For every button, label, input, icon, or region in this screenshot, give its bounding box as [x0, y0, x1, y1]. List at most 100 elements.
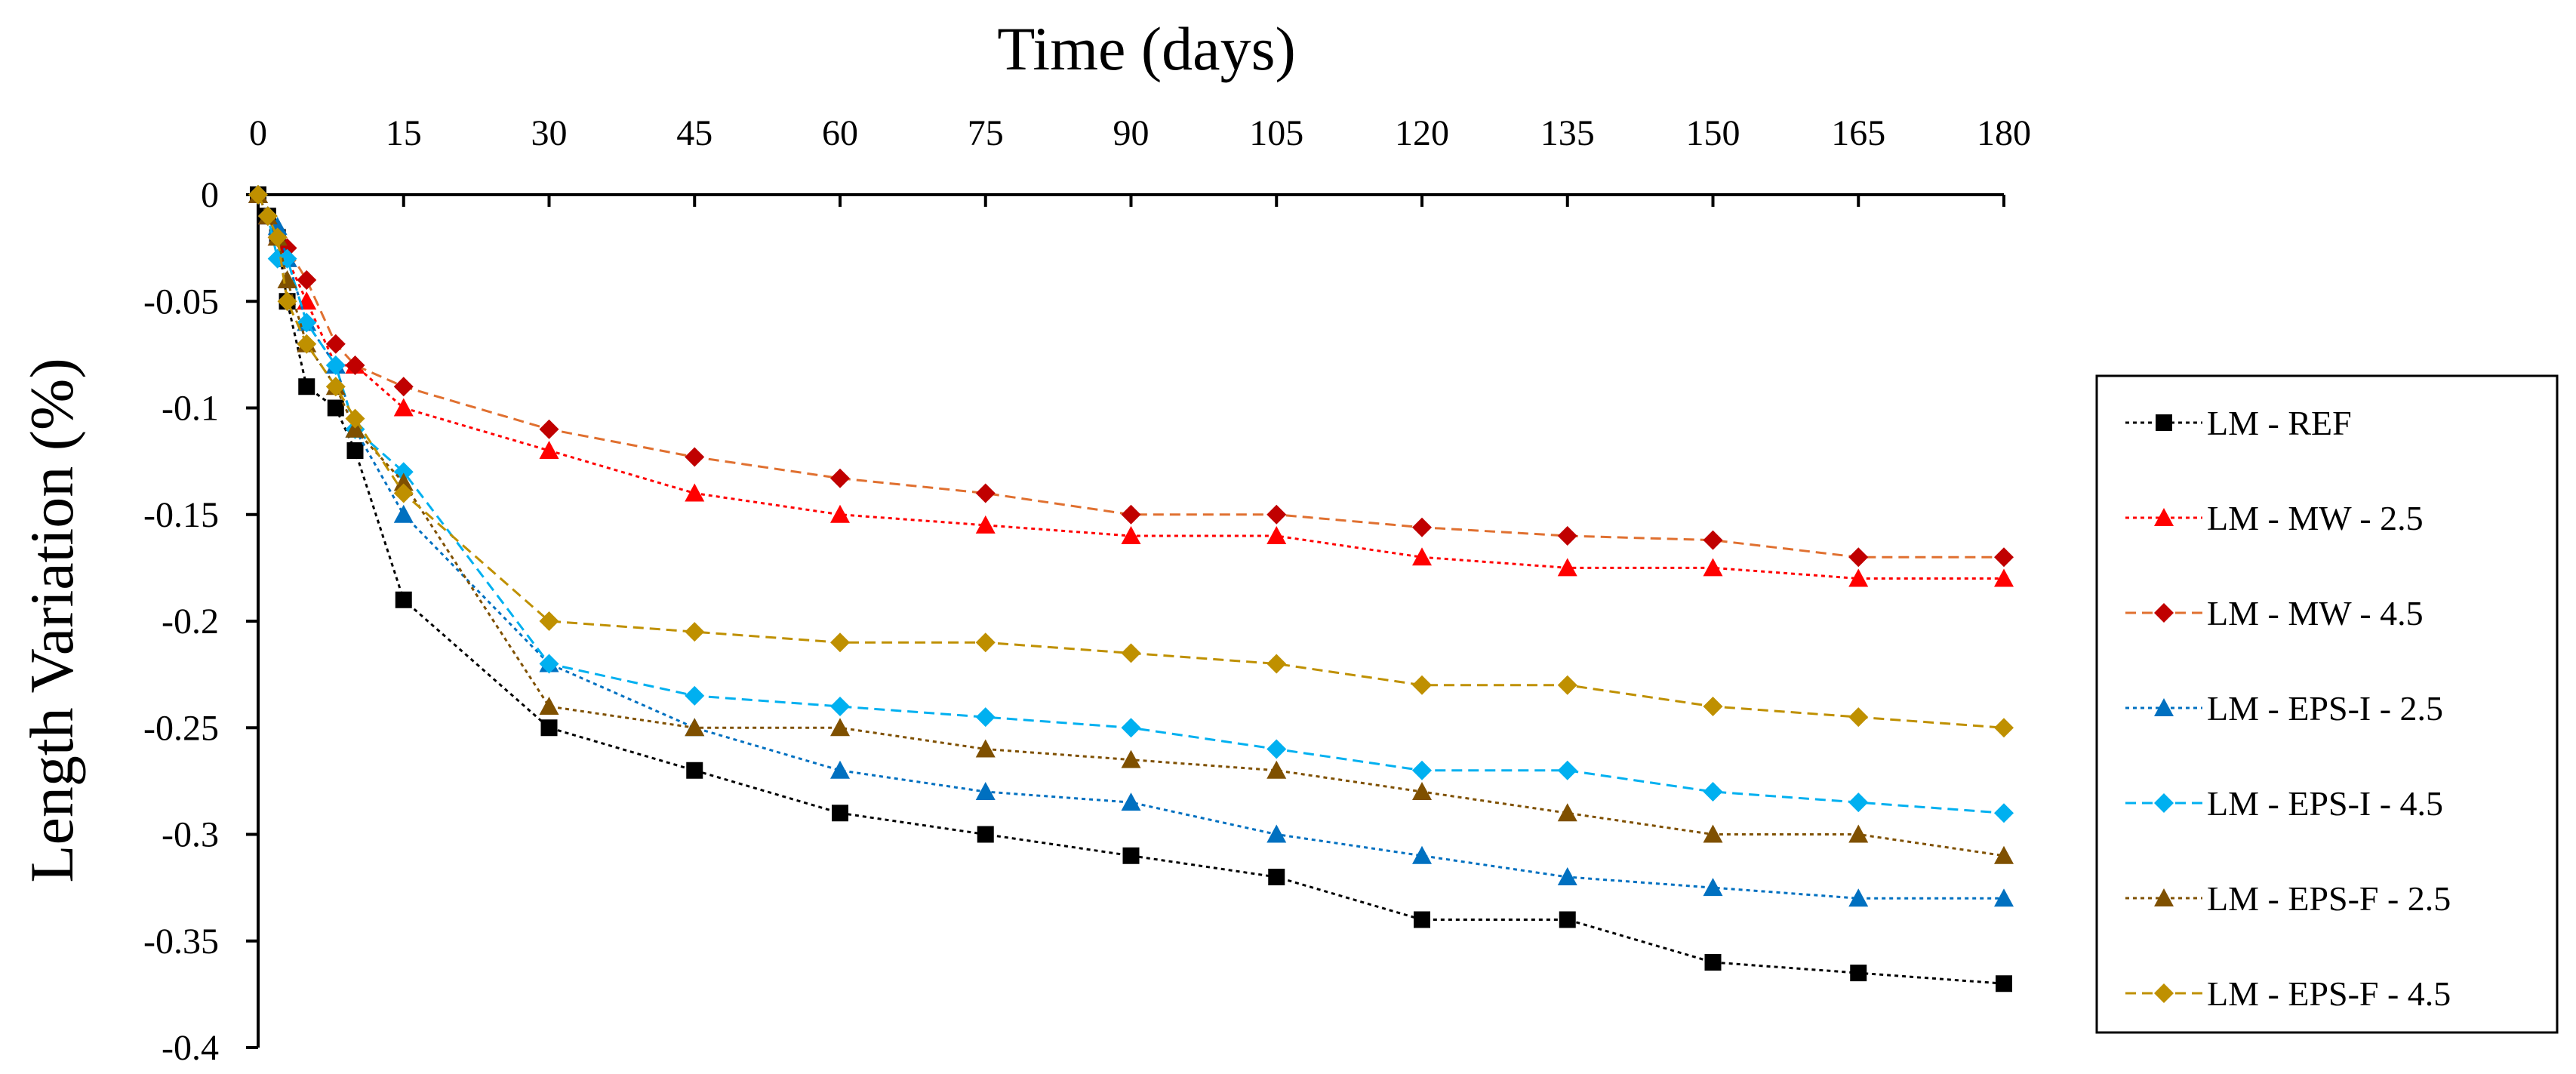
- data-point: [1268, 869, 1285, 885]
- data-point: [1412, 760, 1432, 780]
- data-point: [1412, 547, 1432, 566]
- data-point: [1848, 547, 1869, 568]
- y-tick-label: -0.15: [143, 495, 219, 535]
- x-tick-label: 30: [531, 113, 568, 153]
- data-point: [1704, 954, 1722, 971]
- data-point: [1703, 697, 1723, 716]
- legend-marker: [2156, 414, 2172, 431]
- data-point: [345, 419, 365, 438]
- data-point: [1266, 504, 1287, 525]
- data-point: [345, 408, 365, 429]
- y-axis-ticks: 0 -0.05 -0.1 -0.15 -0.2 -0.25 -0.3 -0.35 -0.4: [143, 175, 258, 1068]
- data-point: [975, 483, 996, 503]
- legend-entry: LM - EPS-I - 2.5: [2125, 689, 2443, 728]
- data-point: [297, 270, 317, 290]
- legend-marker: [2154, 603, 2174, 623]
- legend-label: LM - REF: [2207, 404, 2352, 442]
- data-point: [1557, 675, 1577, 695]
- data-point: [1848, 792, 1869, 813]
- legend-entry: LM - REF: [2125, 404, 2352, 442]
- data-point: [830, 760, 850, 779]
- x-tick-label: 0: [249, 113, 267, 153]
- x-tick-label: 105: [1249, 113, 1303, 153]
- x-tick-label: 15: [386, 113, 422, 153]
- data-point: [277, 291, 297, 312]
- data-point: [685, 483, 705, 502]
- data-point: [1994, 568, 2014, 587]
- data-point: [975, 515, 996, 534]
- data-point: [539, 654, 559, 674]
- data-point: [393, 472, 414, 491]
- data-point: [539, 611, 559, 631]
- legend-marker: [2154, 888, 2174, 906]
- legend: LM - REF LM - MW - 2.5 LM - MW - 4.5 LM - E…: [2095, 374, 2559, 1034]
- data-point: [327, 399, 344, 417]
- data-point: [1557, 803, 1577, 822]
- y-tick-label: -0.25: [143, 708, 219, 748]
- legend-label: LM - EPS-F - 2.5: [2207, 879, 2451, 918]
- x-axis-ticks: 0 15 30 45 60 75 90 105 120 135 150 165 180: [249, 113, 2031, 207]
- data-point: [540, 719, 558, 737]
- x-tick-label: 180: [1977, 113, 2031, 153]
- data-point: [1850, 965, 1867, 982]
- data-point: [539, 419, 559, 439]
- data-point: [685, 622, 705, 642]
- data-point: [1994, 547, 2014, 568]
- data-point: [539, 697, 559, 715]
- x-axis-title: Time (days): [997, 14, 1296, 83]
- data-point: [393, 483, 414, 503]
- data-point: [277, 270, 297, 288]
- series-layer: [248, 185, 2014, 992]
- data-point: [1121, 643, 1141, 663]
- y-tick-label: -0.4: [162, 1028, 219, 1068]
- data-point: [1412, 782, 1432, 800]
- data-point: [685, 718, 705, 737]
- data-point: [345, 355, 365, 375]
- legend-entry: LM - EPS-I - 4.5: [2125, 784, 2443, 823]
- data-point: [297, 312, 317, 333]
- series-5: [248, 185, 2014, 864]
- series-2: [248, 185, 2014, 568]
- data-point: [977, 826, 994, 843]
- legend-entry: LM - EPS-F - 4.5: [2125, 974, 2451, 1013]
- data-point: [267, 217, 288, 235]
- data-point: [975, 782, 996, 800]
- legend-entry: LM - EPS-F - 2.5: [2125, 879, 2451, 918]
- series-1: [248, 185, 2014, 587]
- data-point: [1412, 517, 1432, 537]
- data-point: [248, 185, 268, 205]
- data-point: [1121, 504, 1141, 525]
- x-tick-label: 135: [1540, 113, 1595, 153]
- data-point: [1848, 888, 1869, 907]
- x-tick-label: 150: [1686, 113, 1740, 153]
- data-point: [539, 441, 559, 459]
- data-point: [346, 442, 364, 459]
- data-point: [298, 378, 315, 395]
- data-point: [1703, 530, 1723, 550]
- data-point: [1121, 526, 1141, 544]
- data-point: [267, 227, 288, 248]
- x-tick-label: 165: [1831, 113, 1885, 153]
- series-line: [257, 194, 2005, 985]
- series-4: [248, 185, 2014, 823]
- data-point: [830, 697, 850, 716]
- legend-entry: LM - MW - 2.5: [2125, 499, 2424, 537]
- data-point: [1559, 911, 1576, 928]
- y-tick-label: -0.05: [143, 282, 219, 322]
- data-point: [1121, 792, 1141, 811]
- data-point: [832, 805, 848, 822]
- data-point: [1703, 878, 1723, 897]
- y-tick-label: -0.1: [162, 389, 219, 429]
- legend-label: LM - EPS-I - 2.5: [2207, 689, 2443, 728]
- data-point: [1121, 718, 1141, 738]
- y-tick-label: -0.2: [162, 602, 219, 642]
- data-point: [1557, 760, 1577, 780]
- data-point: [830, 468, 850, 488]
- data-point: [1412, 845, 1432, 864]
- data-point: [1412, 675, 1432, 695]
- data-point: [685, 447, 705, 467]
- data-point: [830, 718, 850, 737]
- data-point: [325, 334, 346, 354]
- data-point: [1266, 760, 1287, 779]
